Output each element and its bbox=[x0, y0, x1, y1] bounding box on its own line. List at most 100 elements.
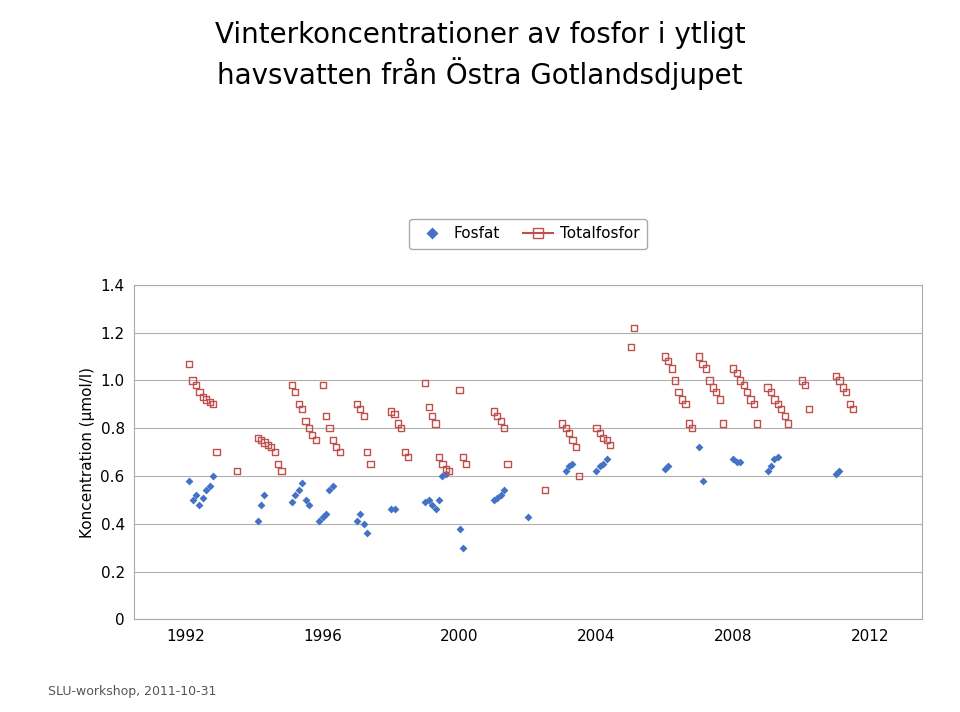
Point bbox=[424, 411, 440, 422]
Point bbox=[726, 363, 741, 375]
Point bbox=[562, 427, 577, 439]
Point bbox=[486, 494, 501, 506]
Point bbox=[359, 446, 374, 458]
Point bbox=[291, 485, 306, 496]
Point bbox=[599, 454, 614, 465]
Point bbox=[592, 461, 608, 472]
Point bbox=[486, 406, 501, 417]
Point bbox=[558, 422, 573, 434]
Point bbox=[256, 437, 272, 449]
Point bbox=[842, 399, 857, 410]
Point bbox=[271, 459, 286, 470]
Point bbox=[322, 422, 337, 434]
Point bbox=[421, 494, 437, 506]
Point bbox=[428, 504, 444, 515]
Point bbox=[763, 387, 779, 398]
Point bbox=[743, 394, 758, 405]
Point bbox=[322, 485, 337, 496]
Point bbox=[250, 432, 265, 444]
Point bbox=[356, 411, 372, 422]
Point bbox=[301, 422, 317, 434]
Point bbox=[256, 489, 272, 501]
Point bbox=[383, 504, 398, 515]
Point bbox=[332, 446, 348, 458]
Point bbox=[627, 322, 642, 333]
Point bbox=[708, 387, 724, 398]
Point bbox=[181, 358, 197, 370]
Point bbox=[664, 363, 680, 375]
Point bbox=[319, 411, 334, 422]
Point bbox=[253, 434, 269, 446]
Point bbox=[195, 492, 210, 503]
Point bbox=[431, 494, 446, 506]
Point bbox=[500, 459, 516, 470]
Point bbox=[496, 422, 512, 434]
Point bbox=[599, 434, 614, 446]
Point bbox=[595, 432, 611, 444]
Point bbox=[352, 508, 368, 520]
Point bbox=[760, 382, 776, 393]
Point bbox=[274, 466, 289, 477]
Point bbox=[397, 446, 413, 458]
Point bbox=[839, 387, 854, 398]
Point bbox=[185, 375, 201, 386]
Point bbox=[418, 497, 433, 508]
Point bbox=[315, 511, 330, 523]
Point bbox=[352, 404, 368, 415]
Point bbox=[250, 515, 265, 527]
Point bbox=[356, 518, 372, 530]
Point bbox=[729, 367, 744, 379]
Point bbox=[538, 485, 553, 496]
Point bbox=[588, 466, 604, 477]
Point bbox=[667, 375, 683, 386]
Point bbox=[490, 492, 505, 503]
Point bbox=[349, 399, 365, 410]
Point bbox=[359, 528, 374, 539]
Point bbox=[192, 387, 207, 398]
Point bbox=[435, 459, 450, 470]
Point bbox=[209, 446, 225, 458]
Point bbox=[421, 401, 437, 412]
Point bbox=[763, 461, 779, 472]
Point bbox=[780, 418, 796, 429]
Point bbox=[831, 375, 847, 386]
Text: Vinterkoncentrationer av fosfor i ytligt
havsvatten från Östra Gotlandsdjupet: Vinterkoncentrationer av fosfor i ytligt… bbox=[215, 21, 745, 90]
Point bbox=[301, 499, 317, 511]
Point bbox=[315, 379, 330, 391]
Point bbox=[452, 384, 468, 396]
Point bbox=[435, 471, 450, 482]
Point bbox=[205, 399, 221, 410]
Point bbox=[831, 466, 847, 477]
Point bbox=[691, 351, 707, 362]
Point bbox=[603, 439, 618, 451]
Point bbox=[325, 480, 341, 491]
Point bbox=[671, 387, 686, 398]
Point bbox=[199, 485, 214, 496]
Point bbox=[490, 411, 505, 422]
Point bbox=[387, 408, 402, 419]
Point bbox=[770, 399, 785, 410]
Point bbox=[767, 454, 782, 465]
Point bbox=[729, 456, 744, 467]
Point bbox=[188, 379, 204, 391]
Point bbox=[312, 515, 327, 527]
Point bbox=[295, 404, 310, 415]
Point bbox=[452, 523, 468, 534]
Point bbox=[383, 406, 398, 417]
Point bbox=[288, 387, 303, 398]
Point bbox=[438, 464, 453, 475]
Point bbox=[684, 422, 700, 434]
Text: SLU-workshop, 2011-10-31: SLU-workshop, 2011-10-31 bbox=[48, 685, 216, 698]
Point bbox=[455, 451, 470, 463]
Point bbox=[739, 387, 755, 398]
Point bbox=[715, 418, 731, 429]
Point bbox=[288, 489, 303, 501]
Point bbox=[199, 394, 214, 405]
Point bbox=[298, 415, 313, 426]
Point bbox=[623, 341, 638, 352]
Point bbox=[188, 489, 204, 501]
Point bbox=[192, 499, 207, 511]
Point bbox=[726, 454, 741, 465]
Point bbox=[571, 471, 587, 482]
Point bbox=[295, 478, 310, 489]
